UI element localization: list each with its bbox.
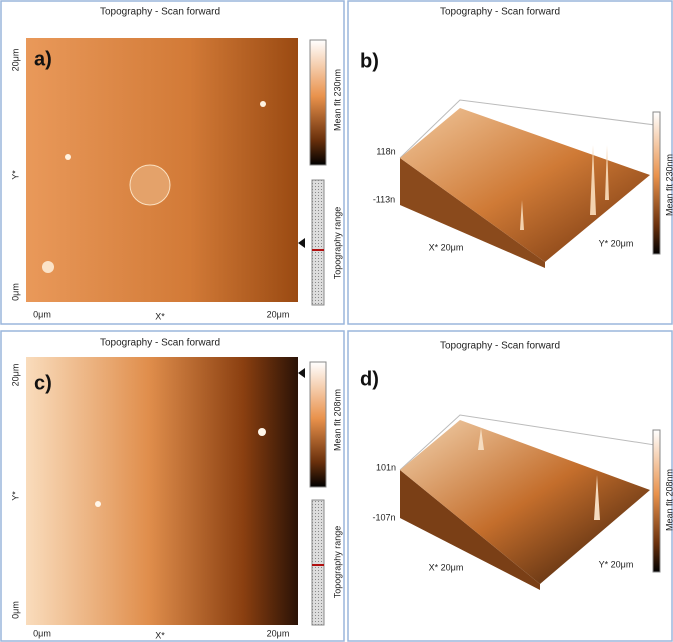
panel-title: Topography - Scan forward (100, 7, 220, 18)
range-label: Topography range (332, 526, 342, 599)
y-axis-label: Y* (10, 170, 20, 180)
x-axis-label: X* 20μm (429, 562, 464, 572)
panel-title: Topography - Scan forward (440, 341, 560, 352)
colorbar (653, 430, 660, 572)
y-tick-label: 20μm (10, 49, 20, 72)
colorbar (310, 40, 326, 165)
feature (65, 154, 71, 160)
x-axis-label: X* (155, 630, 165, 640)
panel-b: Topography - Scan forward b) 118n -113n … (348, 1, 673, 324)
colorbar (653, 112, 660, 254)
x-axis-label: X* 20μm (429, 242, 464, 252)
colorbar-label: Mean fit 230nm (332, 69, 342, 131)
x-tick-label: 20μm (267, 309, 290, 319)
panel-label: a) (34, 48, 52, 70)
x-tick-label: 0μm (33, 309, 51, 319)
panel-c: Topography - Scan forward c) 20μm Y* 0μm… (1, 331, 344, 641)
range-label: Topography range (332, 207, 342, 280)
x-tick-label: 0μm (33, 628, 51, 638)
colorbar-label: Mean fit 230nm (664, 154, 673, 216)
x-tick-label: 20μm (267, 628, 290, 638)
range-bar (312, 180, 324, 305)
y-tick-label: 0μm (10, 601, 20, 619)
y-tick-label: 20μm (10, 364, 20, 387)
colorbar-label: Mean fit 208nm (664, 469, 673, 531)
panel-label: c) (34, 372, 52, 394)
colorbar (310, 362, 326, 487)
z-tick-label: 101n (376, 462, 396, 472)
figure: Topography - Scan forward a) 20μm Y* 0μm… (0, 0, 673, 642)
y-tick-label: 0μm (10, 283, 20, 301)
panel-title: Topography - Scan forward (100, 338, 220, 349)
x-axis-label: X* (155, 311, 165, 321)
panel-label: b) (360, 50, 379, 72)
panel-a: Topography - Scan forward a) 20μm Y* 0μm… (1, 1, 344, 324)
feature (95, 501, 101, 507)
panel-label: d) (360, 368, 379, 390)
y-axis-label: Y* 20μm (599, 559, 634, 569)
colorbar-label: Mean fit 208nm (332, 389, 342, 451)
topography-image (26, 357, 298, 625)
feature (42, 261, 54, 273)
range-bar (312, 500, 324, 625)
z-tick-label: -107n (372, 512, 395, 522)
z-tick-label: -113n (373, 194, 395, 204)
feature (130, 165, 170, 205)
y-axis-label: Y* 20μm (599, 238, 634, 248)
feature (258, 428, 266, 436)
panel-title: Topography - Scan forward (440, 7, 560, 18)
z-tick-label: 118n (376, 146, 395, 156)
feature (260, 101, 266, 107)
y-axis-label: Y* (10, 491, 20, 501)
panel-d: Topography - Scan forward d) 101n -107n … (348, 331, 673, 641)
